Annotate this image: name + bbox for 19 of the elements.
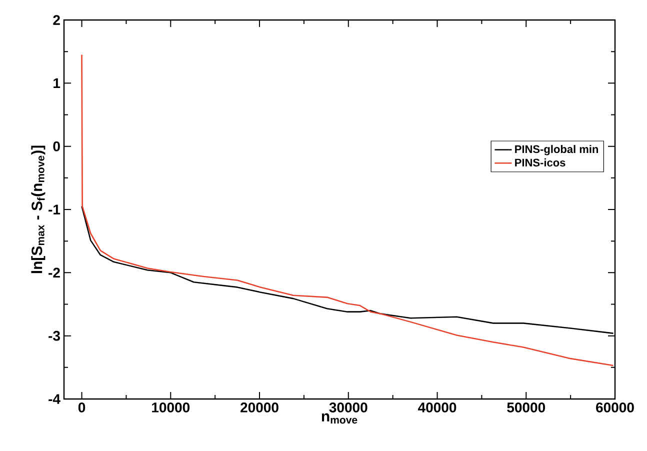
x-tick-label: 50000 [507, 402, 546, 412]
x-axis-title: n$_{move}$ [322, 413, 358, 424]
x-tick-label: 10000 [152, 402, 190, 412]
y-tick-label: -2 [48, 268, 60, 278]
legend-label: PINS-icos [515, 158, 566, 167]
line-series [81, 54, 614, 366]
y-tick-label: 2 [53, 15, 60, 25]
x-tick-label: 20000 [240, 402, 278, 412]
x-tick-label: 30000 [329, 402, 368, 412]
y-axis-title: ln[S$_{max}$ - S$_{f}$(n$_{move}$)] [31, 146, 46, 274]
x-tick-label: 0 [78, 402, 86, 412]
x-tick-label: 60000 [596, 402, 634, 412]
legend-label: PINS-global min [515, 144, 598, 156]
y-tick-label: 0 [53, 141, 60, 152]
y-tick-label: 1 [54, 78, 60, 88]
y-tick-label: -4 [48, 394, 60, 404]
x-tick-label: 40000 [418, 402, 456, 412]
y-tick-label: -1 [48, 204, 60, 214]
y-tick-label: -3 [48, 330, 60, 341]
